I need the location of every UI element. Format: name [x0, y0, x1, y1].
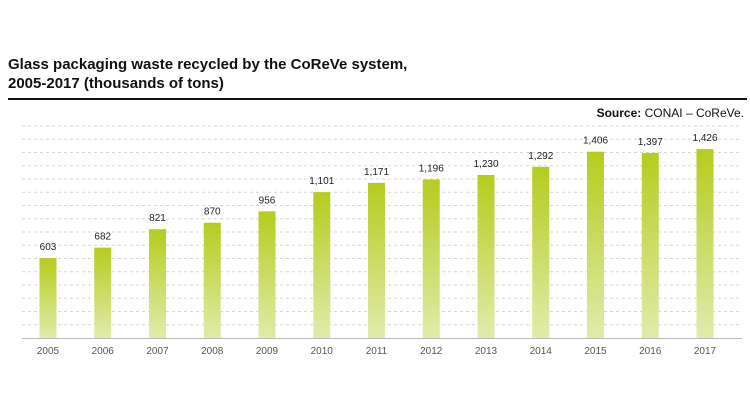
bars: [39, 149, 714, 338]
x-tick-label-2016: 2016: [639, 346, 662, 357]
value-label-2008: 870: [204, 207, 221, 218]
x-tick-label-2008: 2008: [201, 346, 224, 357]
source-text: CONAI – CoReVe.: [644, 106, 744, 120]
bar-2012: [422, 179, 440, 338]
value-label-2016: 1,397: [638, 137, 663, 148]
bar-2017: [696, 149, 714, 338]
x-tick-label-2009: 2009: [256, 346, 279, 357]
value-label-2006: 682: [94, 232, 111, 243]
bar-2006: [94, 247, 112, 338]
value-label-2010: 1,101: [309, 176, 334, 187]
value-label-2013: 1,230: [473, 159, 498, 170]
bar-2014: [532, 166, 550, 338]
value-label-2011: 1,171: [364, 167, 389, 178]
x-axis-labels: 2005 2006 2007 2008 2009 2010 2011 2012 2013 2014…: [37, 346, 717, 357]
chart-title: Glass packaging waste recycled by the Co…: [8, 55, 608, 93]
value-label-2007: 821: [149, 213, 166, 224]
chart-title-line-2: 2005-2017 (thousands of tons): [8, 75, 224, 92]
bar-2016: [641, 152, 659, 338]
bar-2007: [149, 229, 166, 338]
x-tick-label-2015: 2015: [584, 346, 607, 357]
bar-2005: [39, 258, 57, 338]
title-divider: [8, 98, 747, 100]
x-tick-label-2014: 2014: [530, 346, 553, 357]
bar-2011: [368, 182, 385, 338]
value-label-2012: 1,196: [419, 164, 444, 175]
bar-2013: [477, 175, 495, 338]
x-tick-label-2011: 2011: [366, 346, 388, 357]
x-tick-label-2007: 2007: [146, 346, 169, 357]
x-tick-label-2005: 2005: [37, 346, 60, 357]
value-label-2017: 1,426: [692, 133, 717, 144]
chart-title-line-1: Glass packaging waste recycled by the Co…: [8, 56, 408, 73]
value-label-2015: 1,406: [583, 136, 608, 147]
source-note: Source: CONAI – CoReVe.: [597, 106, 744, 120]
bar-2010: [313, 192, 331, 338]
bar-2009: [258, 211, 276, 338]
value-label-2014: 1,292: [528, 151, 553, 162]
value-label-2009: 956: [259, 195, 276, 206]
source-label: Source:: [596, 106, 642, 120]
value-label-2005: 603: [40, 242, 57, 253]
bar-2015: [587, 151, 604, 338]
x-tick-label-2006: 2006: [92, 346, 115, 357]
x-tick-label-2012: 2012: [420, 346, 443, 357]
value-labels: 603 682 821 870 956 1,101 1,171 1,196 1,230 1,292…: [40, 133, 718, 253]
x-tick-label-2010: 2010: [311, 346, 334, 357]
x-tick-label-2013: 2013: [475, 346, 498, 357]
bar-2008: [203, 222, 221, 338]
x-tick-label-2017: 2017: [694, 346, 717, 357]
